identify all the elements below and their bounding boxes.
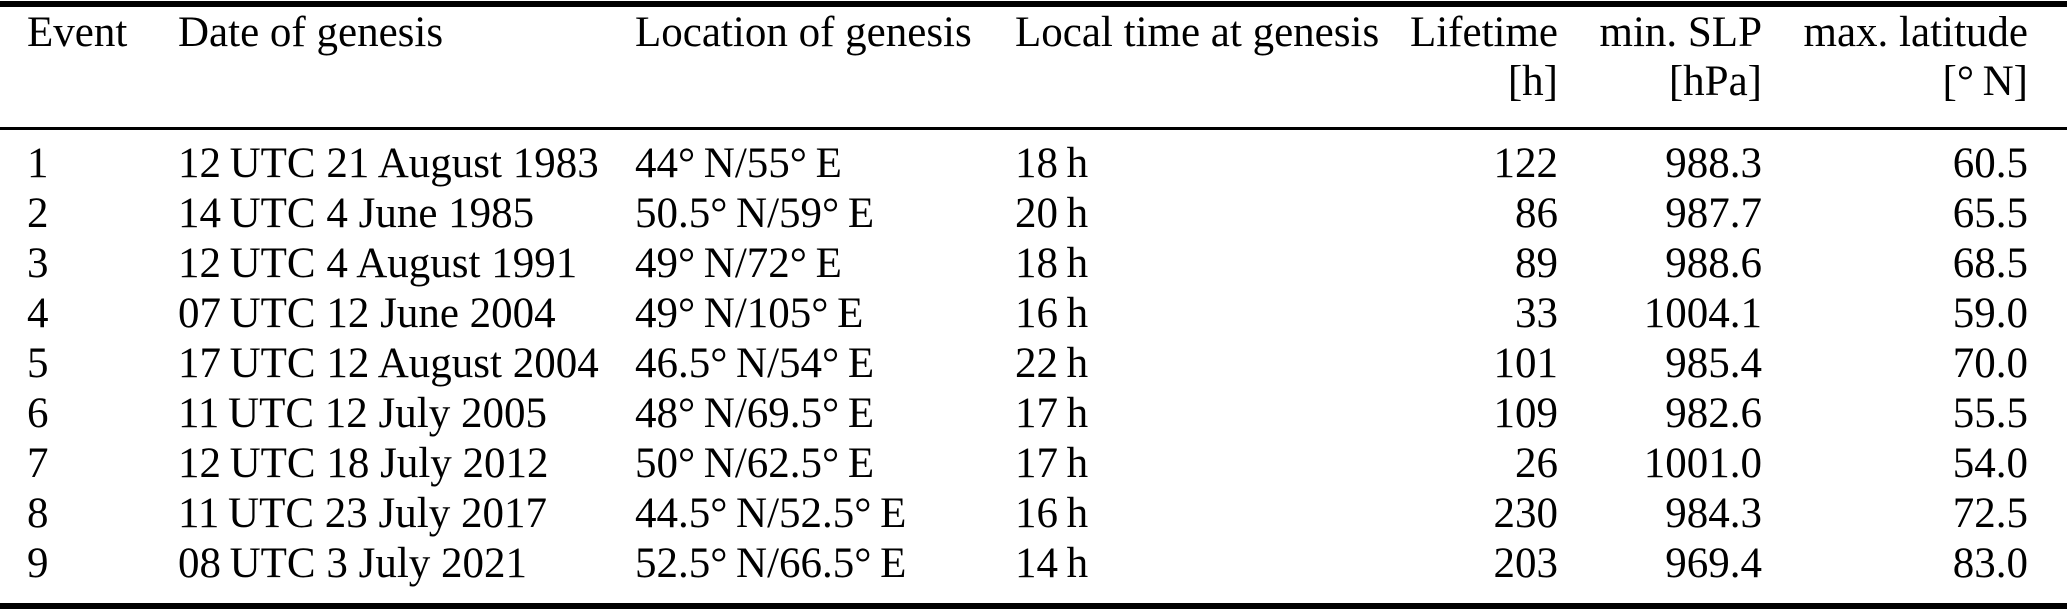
cell-min-slp: 1004.1 [1643, 290, 1762, 337]
cell-lifetime: 109 [1493, 390, 1559, 437]
column-header-location-of-genesis: Location of genesis [635, 8, 1015, 106]
column-header-local-time: Local time at genesis [1015, 8, 1380, 106]
cell-min-slp: 982.6 [1665, 390, 1762, 437]
column-header-event: Event [27, 8, 178, 106]
cell-min-slp: 1001.0 [1643, 440, 1762, 487]
column-header-min-slp: min. SLP [hPa] [1558, 8, 1763, 106]
cell-event: 9 [27, 540, 49, 587]
cell-min-slp: 984.3 [1665, 490, 1762, 537]
column-label: Event [27, 9, 128, 56]
cell-date: 07 UTC 12 June 2004 [178, 290, 556, 337]
cell-min-slp: 988.6 [1665, 240, 1762, 287]
column-header-max-latitude: max. latitude [° N] [1762, 8, 2029, 106]
cell-local-time: 17 h [1015, 440, 1089, 487]
cell-max-latitude: 68.5 [1952, 240, 2028, 287]
column-unit [1015, 57, 1330, 106]
cell-location: 49° N/72° E [635, 240, 842, 287]
cell-location: 44° N/55° E [635, 140, 842, 187]
cell-max-latitude: 59.0 [1952, 290, 2028, 337]
column-unit [635, 57, 1015, 106]
column-unit [27, 57, 178, 106]
cell-date: 12 UTC 21 August 1983 [178, 140, 599, 187]
cell-date: 08 UTC 3 July 2021 [178, 540, 528, 587]
column-label: Local time at genesis [1015, 9, 1380, 56]
cell-date: 12 UTC 18 July 2012 [178, 440, 549, 487]
cell-local-time: 18 h [1015, 140, 1089, 187]
cell-local-time: 14 h [1015, 540, 1089, 587]
cell-event: 7 [27, 440, 49, 487]
column-label: Date of genesis [178, 9, 444, 56]
cell-min-slp: 985.4 [1665, 340, 1762, 387]
cell-date: 12 UTC 4 August 1991 [178, 240, 578, 287]
cell-max-latitude: 54.0 [1952, 440, 2028, 487]
cell-lifetime: 203 [1493, 540, 1559, 587]
cell-local-time: 16 h [1015, 290, 1089, 337]
cell-lifetime: 26 [1515, 440, 1558, 487]
cell-location: 46.5° N/54° E [635, 340, 875, 387]
cell-event: 2 [27, 190, 49, 237]
cell-lifetime: 89 [1515, 240, 1558, 287]
cell-max-latitude: 60.5 [1952, 140, 2028, 187]
top-rule [0, 1, 2067, 7]
cell-max-latitude: 70.0 [1952, 340, 2028, 387]
column-label: Location of genesis [635, 9, 972, 56]
cell-lifetime: 33 [1515, 290, 1558, 337]
cell-date: 11 UTC 12 July 2005 [178, 390, 547, 437]
cell-event: 3 [27, 240, 49, 287]
cell-event: 4 [27, 290, 49, 337]
cell-event: 6 [27, 390, 49, 437]
cell-local-time: 18 h [1015, 240, 1089, 287]
cell-local-time: 20 h [1015, 190, 1089, 237]
header-rule [0, 127, 2067, 130]
cell-date: 14 UTC 4 June 1985 [178, 190, 535, 237]
cell-date: 17 UTC 12 August 2004 [178, 340, 599, 387]
cell-event: 1 [27, 140, 49, 187]
column-label: Lifetime [1409, 9, 1558, 56]
cell-date: 11 UTC 23 July 2017 [178, 490, 547, 537]
cell-location: 50.5° N/59° E [635, 190, 875, 237]
table-header-row: Event Date of genesis Location of genesi… [0, 8, 2067, 106]
cell-max-latitude: 65.5 [1952, 190, 2028, 237]
column-unit: [hPa] [1668, 58, 1762, 105]
cell-min-slp: 988.3 [1665, 140, 1762, 187]
cell-location: 44.5° N/52.5° E [635, 490, 907, 537]
cell-min-slp: 969.4 [1665, 540, 1762, 587]
cell-max-latitude: 55.5 [1952, 390, 2028, 437]
column-unit: [h] [1507, 58, 1558, 105]
column-label: max. latitude [1803, 9, 2029, 56]
cell-lifetime: 122 [1493, 140, 1559, 187]
cell-event: 5 [27, 340, 49, 387]
cell-event: 8 [27, 490, 49, 537]
cell-max-latitude: 83.0 [1952, 540, 2028, 587]
column-unit: [° N] [1942, 58, 2029, 105]
cell-location: 48° N/69.5° E [635, 390, 875, 437]
cell-location: 49° N/105° E [635, 290, 864, 337]
cell-location: 52.5° N/66.5° E [635, 540, 907, 587]
cell-local-time: 22 h [1015, 340, 1089, 387]
column-unit [178, 57, 635, 106]
cell-min-slp: 987.7 [1665, 190, 1762, 237]
cell-lifetime: 86 [1515, 190, 1558, 237]
cell-local-time: 17 h [1015, 390, 1089, 437]
cell-lifetime: 230 [1493, 490, 1559, 537]
cell-local-time: 16 h [1015, 490, 1089, 537]
column-header-lifetime: Lifetime [h] [1330, 8, 1558, 106]
column-label: min. SLP [1599, 9, 1763, 56]
table-body: 1 12 UTC 21 August 1983 44° N/55° E 18 h… [0, 139, 2067, 589]
bottom-rule [0, 603, 2067, 609]
column-header-date-of-genesis: Date of genesis [178, 8, 635, 106]
cell-max-latitude: 72.5 [1952, 490, 2028, 537]
cell-lifetime: 101 [1493, 340, 1559, 387]
cell-location: 50° N/62.5° E [635, 440, 875, 487]
